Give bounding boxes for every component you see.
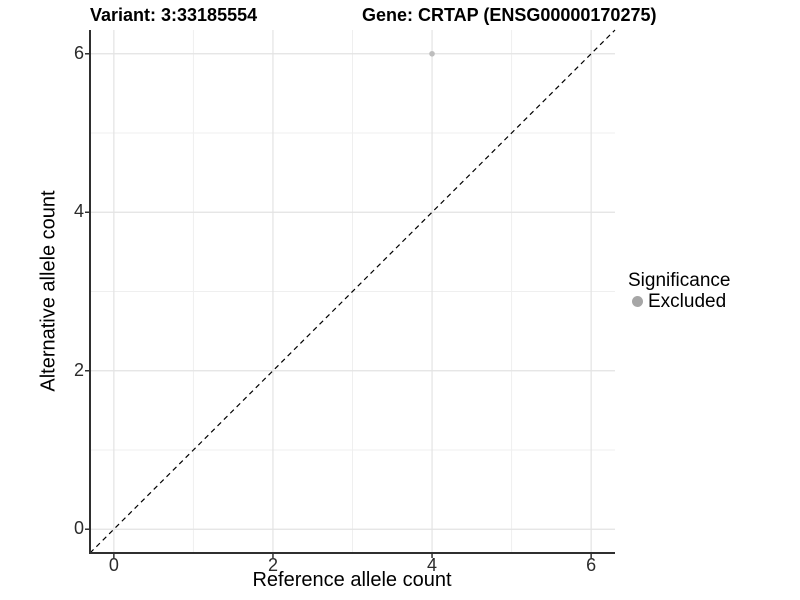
data-point [429,50,435,57]
identity-dashed-line [89,29,616,554]
plot-title-variant: Variant: 3:33185554 [90,5,258,25]
legend-key-dot-icon [632,296,643,307]
legend-title: Significance [628,270,731,291]
y-tick-label: 6 [73,42,84,63]
plot-title-gene: Gene: CRTAP (ENSG00000170275) [362,5,657,25]
x-tick-label: 2 [267,555,278,575]
x-axis-title: Reference allele count [252,569,452,591]
x-tick-label: 6 [586,555,597,575]
y-tick-label: 2 [73,359,84,380]
y-tick-label: 4 [73,201,84,222]
x-tick-label: 4 [427,555,438,575]
y-tick-label: 0 [73,518,84,539]
legend-item-excluded: Excluded [648,291,727,312]
x-tick-label: 0 [108,555,119,575]
